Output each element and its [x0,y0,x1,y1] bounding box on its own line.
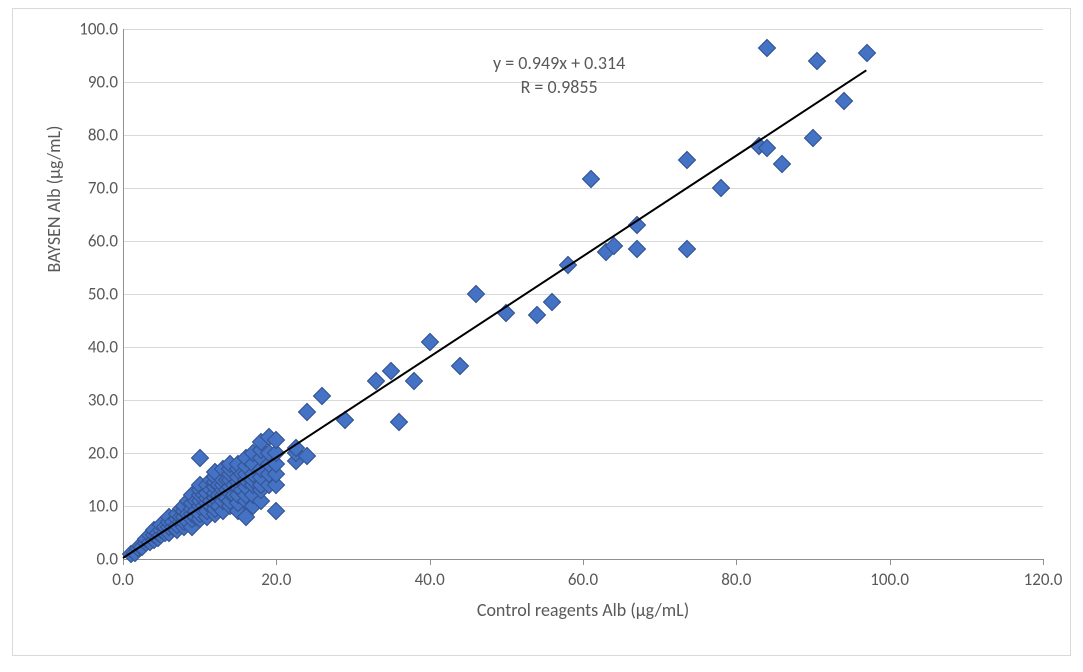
gridline-h [123,294,1043,295]
data-point [677,240,695,258]
gridline-h [123,241,1043,242]
gridline-h [123,135,1043,136]
data-point [712,179,730,197]
gridline-h [123,400,1043,401]
data-point [677,151,695,169]
data-point [190,449,208,467]
y-tick-label: 60.0 [73,231,118,252]
x-tick [123,559,124,565]
gridline-h [123,29,1043,30]
data-point [405,372,423,390]
x-tick-label: 0.0 [112,569,134,590]
y-tick-label: 50.0 [73,284,118,305]
x-tick-label: 40.0 [415,569,445,590]
data-point [267,502,285,520]
y-tick-label: 0.0 [73,549,118,570]
data-point [627,240,645,258]
y-tick-label: 100.0 [73,19,118,40]
x-tick [430,559,431,565]
y-tick-label: 40.0 [73,337,118,358]
data-point [543,293,561,311]
y-tick-label: 20.0 [73,443,118,464]
y-tick-label: 70.0 [73,178,118,199]
x-tick-label: 120.0 [1024,569,1063,590]
data-point [804,128,822,146]
x-tick-label: 60.0 [568,569,598,590]
gridline-h [123,188,1043,189]
data-point [420,332,438,350]
data-point [451,356,469,374]
data-point [528,306,546,324]
regression-annotation: y = 0.949x + 0.314 R = 0.9855 [493,51,625,100]
data-point [466,285,484,303]
x-tick [736,559,737,565]
data-point [758,38,776,56]
x-tick [583,559,584,565]
y-tick-label: 30.0 [73,390,118,411]
data-point [834,91,852,109]
gridline-h [123,347,1043,348]
x-tick-label: 80.0 [721,569,751,590]
x-tick [1043,559,1044,565]
data-point [808,52,826,70]
y-axis-line [123,29,124,559]
y-tick-label: 10.0 [73,496,118,517]
data-point [313,387,331,405]
plot-area [123,29,1043,559]
x-axis-title: Control reagents Alb (μg/mL) [123,599,1043,621]
data-point [773,155,791,173]
x-tick [890,559,891,565]
y-axis-title: BAYSEN Alb (μg/mL) [43,0,65,411]
data-point [581,170,599,188]
y-tick-label: 90.0 [73,72,118,93]
y-tick-label: 80.0 [73,125,118,146]
data-point [298,402,316,420]
trendline [122,70,867,560]
x-tick-label: 20.0 [261,569,291,590]
data-point [857,44,875,62]
data-point [390,413,408,431]
x-tick-label: 100.0 [870,569,909,590]
x-tick [276,559,277,565]
chart-frame: 0.0 20.0 40.0 60.0 80.0 100.0 120.0 0.0 10.0 20.… [12,8,1071,656]
